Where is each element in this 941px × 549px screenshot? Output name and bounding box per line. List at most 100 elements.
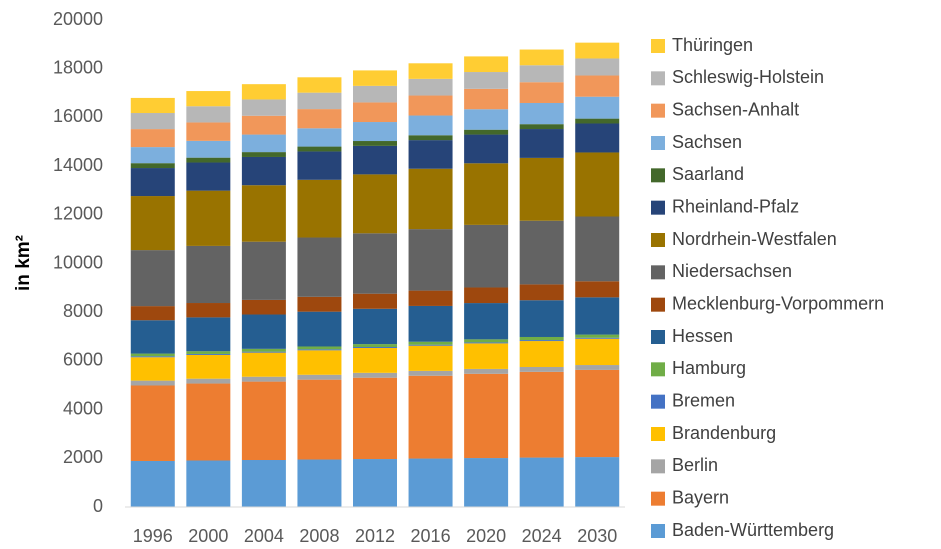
bar-segment bbox=[408, 458, 453, 507]
legend-label: Bayern bbox=[672, 487, 729, 507]
bar-segment bbox=[575, 457, 620, 507]
y-tick-label: 8000 bbox=[63, 301, 103, 321]
bar-segment bbox=[408, 78, 453, 96]
bar-segment bbox=[464, 287, 509, 304]
bar-segment bbox=[130, 147, 175, 164]
legend-label: Hessen bbox=[672, 326, 733, 346]
bar-segment bbox=[353, 233, 397, 294]
bar-segment bbox=[130, 356, 175, 358]
legend-label: Nordrhein-Westfalen bbox=[672, 229, 837, 249]
bar-segment bbox=[186, 106, 231, 123]
bar-segment bbox=[186, 383, 231, 461]
bar-segment bbox=[241, 348, 286, 352]
bar-segment bbox=[519, 82, 564, 103]
bar-segment bbox=[186, 157, 231, 163]
bar-segment bbox=[353, 372, 397, 378]
x-tick-label: 1996 bbox=[133, 526, 173, 546]
x-tick-label: 2012 bbox=[355, 526, 395, 546]
bar-segment bbox=[130, 306, 175, 321]
bar-segment bbox=[408, 305, 453, 342]
bar-segment bbox=[186, 460, 231, 507]
bar-segment bbox=[297, 128, 342, 147]
bar-segment bbox=[519, 300, 564, 337]
bar-segment bbox=[186, 122, 231, 141]
bar-segment bbox=[297, 92, 342, 110]
bar-segment bbox=[186, 378, 231, 384]
bar-segment bbox=[575, 42, 620, 59]
bar-segment bbox=[464, 109, 509, 130]
bar-segment bbox=[464, 303, 509, 340]
bar-segment bbox=[130, 97, 175, 114]
bar-segment bbox=[241, 241, 286, 300]
bar-segment bbox=[186, 140, 231, 158]
bar-segment bbox=[575, 123, 620, 153]
bar-segment bbox=[297, 311, 342, 347]
y-tick-label: 4000 bbox=[63, 398, 103, 418]
legend-label: Mecklenburg-Vorpommern bbox=[672, 293, 884, 313]
bar-segment bbox=[241, 185, 286, 242]
bar-segment bbox=[241, 314, 286, 349]
bar-segment bbox=[186, 353, 231, 355]
bar-segment bbox=[130, 460, 175, 507]
legend-swatch bbox=[651, 459, 665, 474]
bar-segment bbox=[408, 140, 453, 169]
bar-segment bbox=[575, 369, 620, 458]
bar-segment bbox=[408, 344, 453, 346]
bar-segment bbox=[353, 174, 397, 234]
bar-segment bbox=[464, 373, 509, 459]
y-tick-label: 2000 bbox=[63, 447, 103, 467]
bar-segment bbox=[186, 351, 231, 354]
bar-segment bbox=[575, 297, 620, 335]
bar-segment bbox=[575, 334, 620, 338]
bar-segment bbox=[464, 458, 509, 507]
bar-segment bbox=[130, 385, 175, 461]
y-tick-label: 18000 bbox=[53, 57, 103, 77]
bar-segment bbox=[464, 342, 509, 344]
bar-segment bbox=[186, 190, 231, 246]
bar-segment bbox=[519, 157, 564, 221]
legend-label: Niedersachsen bbox=[672, 261, 792, 281]
bar-segment bbox=[464, 56, 509, 73]
bar-segment bbox=[575, 96, 620, 119]
x-tick-label: 2030 bbox=[577, 526, 617, 546]
legend-swatch bbox=[651, 491, 665, 506]
bar-segment bbox=[241, 156, 286, 186]
legend-swatch bbox=[651, 136, 665, 150]
bar-segment bbox=[464, 339, 509, 343]
bar-segment bbox=[130, 250, 175, 307]
bar-segment bbox=[519, 102, 564, 125]
bar-segment bbox=[519, 65, 564, 83]
bar-segment bbox=[353, 141, 397, 146]
bar-segment bbox=[353, 459, 397, 507]
x-tick-label: 2020 bbox=[466, 526, 506, 546]
bar-segment bbox=[353, 70, 397, 86]
legend-label: Thüringen bbox=[672, 35, 753, 55]
bar-segment bbox=[408, 63, 453, 79]
legend-swatch bbox=[651, 39, 665, 53]
x-tick-label: 2024 bbox=[522, 526, 562, 546]
bar-segment bbox=[297, 374, 342, 380]
bar-segment bbox=[353, 308, 397, 345]
bar-segment bbox=[408, 168, 453, 230]
legend-swatch bbox=[651, 71, 665, 86]
legend-swatch bbox=[651, 200, 665, 215]
bar-segment bbox=[519, 220, 564, 285]
bar-segment bbox=[241, 299, 286, 315]
bar-segment bbox=[241, 381, 286, 461]
bar-segment bbox=[519, 124, 564, 130]
y-tick-label: 10000 bbox=[53, 252, 103, 272]
bar-segment bbox=[241, 352, 286, 377]
bar-segment bbox=[408, 375, 453, 459]
legend-swatch bbox=[651, 330, 665, 344]
legend-label: Saarland bbox=[672, 164, 744, 184]
bar-segment bbox=[353, 85, 397, 103]
bar-segment bbox=[519, 340, 564, 342]
bar-segment bbox=[241, 115, 286, 135]
bar-segment bbox=[464, 368, 509, 374]
bar-segment bbox=[575, 152, 620, 217]
legend-label: Sachsen bbox=[672, 132, 742, 152]
bar-segment bbox=[575, 281, 620, 298]
x-tick-label: 2004 bbox=[244, 526, 284, 546]
bar-segment bbox=[519, 457, 564, 507]
legend-swatch bbox=[651, 103, 665, 118]
